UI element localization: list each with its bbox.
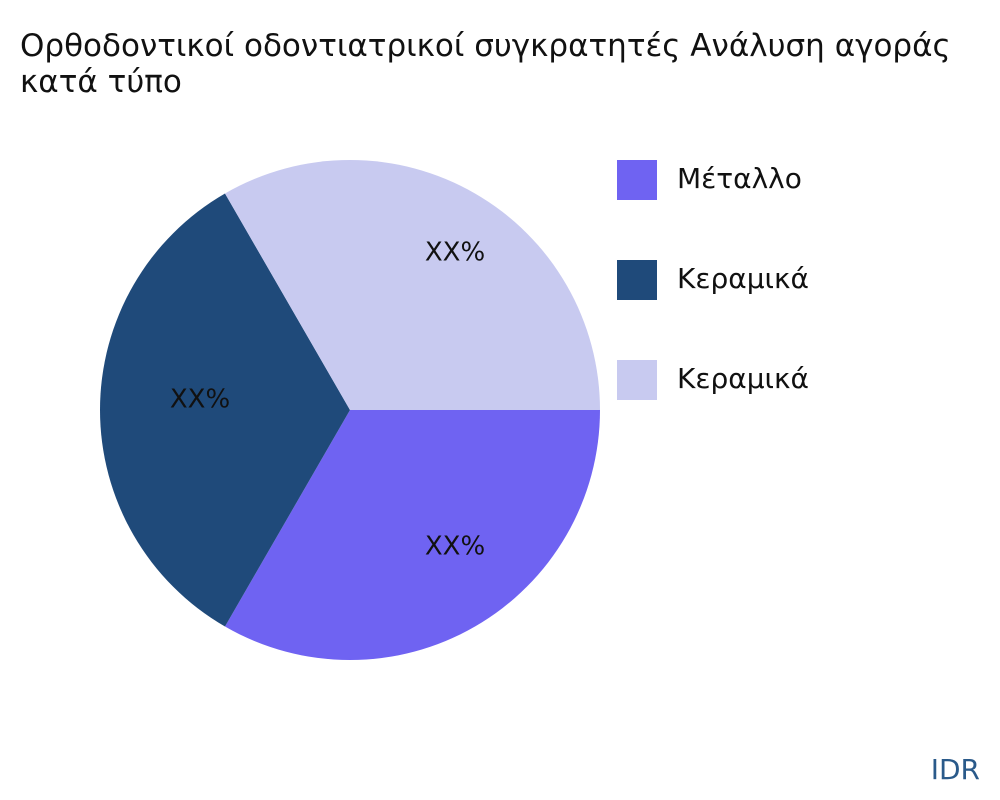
pie-slice: [225, 410, 600, 660]
data-label: XX%: [425, 532, 485, 562]
legend-label: Κεραμικά: [677, 262, 809, 295]
legend-swatch: [617, 260, 657, 300]
legend-label: Κεραμικά: [677, 362, 809, 395]
legend-swatch: [617, 360, 657, 400]
pie-slice: [225, 160, 600, 410]
brand: IDR: [930, 753, 980, 786]
chart-title: Ορθοδοντικοί οδοντιατρικοί συγκρατητές Α…: [20, 28, 951, 100]
legend-swatch: [617, 160, 657, 200]
data-label: XX%: [425, 237, 485, 267]
data-label: XX%: [170, 385, 230, 415]
legend-label: Μέταλλο: [677, 162, 802, 195]
